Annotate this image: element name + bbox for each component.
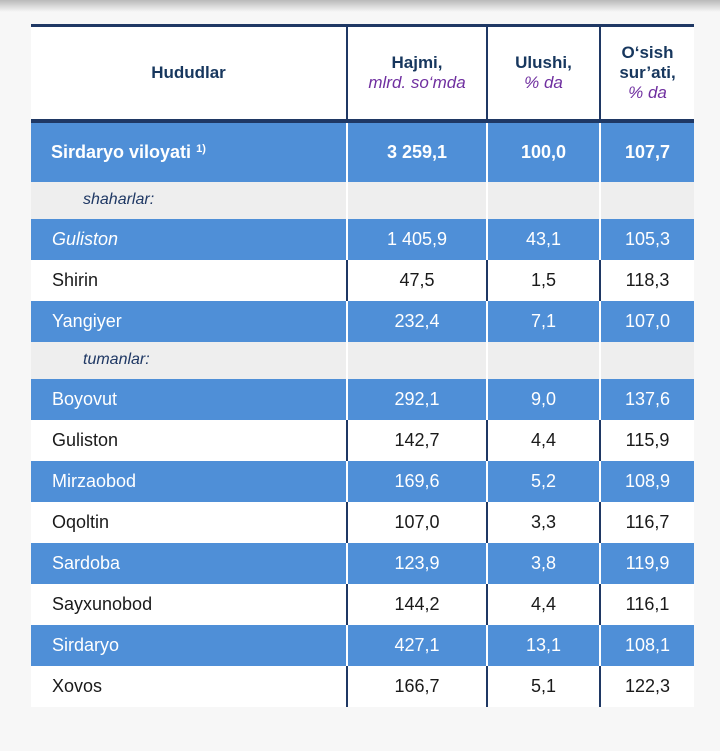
growth-cell: 137,6 xyxy=(599,378,694,420)
share-cell: 4,4 xyxy=(486,583,600,625)
table-row: Guliston 142,7 4,4 115,9 xyxy=(31,419,694,461)
region-name: Shirin xyxy=(31,259,347,301)
top-shadow xyxy=(0,0,720,12)
header-volume-unit: mlrd. so‘mda xyxy=(368,72,466,92)
header-growth: O‘sish sur’ati, % da xyxy=(599,24,694,123)
region-name: Yangiyer xyxy=(31,300,347,342)
volume-cell: 142,7 xyxy=(346,419,487,461)
volume-cell: 144,2 xyxy=(346,583,487,625)
growth-cell: 107,0 xyxy=(599,300,694,342)
table-row: Sardoba 123,9 3,8 119,9 xyxy=(31,542,694,584)
growth-cell: 119,9 xyxy=(599,542,694,584)
volume-cell: 107,0 xyxy=(346,501,487,543)
volume-cell: 169,6 xyxy=(346,460,487,502)
volume-cell: 123,9 xyxy=(346,542,487,584)
region-name: Sardoba xyxy=(31,542,347,584)
volume-cell: 166,7 xyxy=(346,665,487,707)
total-growth: 107,7 xyxy=(599,120,694,182)
region-name: Sayxunobod xyxy=(31,583,347,625)
footnote-marker: 1) xyxy=(196,142,206,155)
header-growth-unit: % da xyxy=(628,82,667,102)
table-row: Xovos 166,7 5,1 122,3 xyxy=(31,665,694,707)
region-name: Xovos xyxy=(31,665,347,707)
header-region: Hududlar xyxy=(31,24,347,123)
table-row: Oqoltin 107,0 3,3 116,7 xyxy=(31,501,694,543)
section-label: tumanlar: xyxy=(31,341,347,379)
table-row: Sayxunobod 144,2 4,4 116,1 xyxy=(31,583,694,625)
total-share: 100,0 xyxy=(486,120,600,182)
growth-cell: 118,3 xyxy=(599,259,694,301)
table-row: Shirin 47,5 1,5 118,3 xyxy=(31,259,694,301)
table-row: Yangiyer 232,4 7,1 107,0 xyxy=(31,300,694,342)
table-row: Sirdaryo 427,1 13,1 108,1 xyxy=(31,624,694,666)
share-cell: 5,1 xyxy=(486,665,600,707)
regional-statistics-table: Hududlar Hajmi, mlrd. so‘mda Ulushi, % d… xyxy=(31,24,694,707)
section-districts: tumanlar: xyxy=(31,341,694,379)
share-cell: 9,0 xyxy=(486,378,600,420)
header-share: Ulushi, % da xyxy=(486,24,600,123)
volume-cell: 1 405,9 xyxy=(346,218,487,260)
volume-cell: 232,4 xyxy=(346,300,487,342)
volume-cell: 427,1 xyxy=(346,624,487,666)
share-cell: 13,1 xyxy=(486,624,600,666)
share-cell: 4,4 xyxy=(486,419,600,461)
region-name: Sirdaryo xyxy=(31,624,347,666)
share-cell: 3,3 xyxy=(486,501,600,543)
share-cell: 1,5 xyxy=(486,259,600,301)
section-label: shaharlar: xyxy=(31,181,347,219)
region-name: Guliston xyxy=(31,419,347,461)
growth-cell: 116,7 xyxy=(599,501,694,543)
region-name: Guliston xyxy=(31,218,347,260)
share-cell: 5,2 xyxy=(486,460,600,502)
section-cities: shaharlar: xyxy=(31,181,694,219)
growth-cell: 108,1 xyxy=(599,624,694,666)
total-name: Sirdaryo viloyati 1) xyxy=(31,120,347,182)
header-share-unit: % da xyxy=(524,72,563,92)
growth-cell: 115,9 xyxy=(599,419,694,461)
volume-cell: 292,1 xyxy=(346,378,487,420)
header-volume: Hajmi, mlrd. so‘mda xyxy=(346,24,487,123)
region-name: Boyovut xyxy=(31,378,347,420)
growth-cell: 116,1 xyxy=(599,583,694,625)
growth-cell: 108,9 xyxy=(599,460,694,502)
header-row: Hududlar Hajmi, mlrd. so‘mda Ulushi, % d… xyxy=(31,24,694,123)
share-cell: 7,1 xyxy=(486,300,600,342)
volume-cell: 47,5 xyxy=(346,259,487,301)
total-row: Sirdaryo viloyati 1) 3 259,1 100,0 107,7 xyxy=(31,120,694,182)
table-row: Mirzaobod 169,6 5,2 108,9 xyxy=(31,460,694,502)
table-row: Guliston 1 405,9 43,1 105,3 xyxy=(31,218,694,260)
share-cell: 3,8 xyxy=(486,542,600,584)
growth-cell: 122,3 xyxy=(599,665,694,707)
region-name: Oqoltin xyxy=(31,501,347,543)
total-volume: 3 259,1 xyxy=(346,120,487,182)
growth-cell: 105,3 xyxy=(599,218,694,260)
region-name: Mirzaobod xyxy=(31,460,347,502)
share-cell: 43,1 xyxy=(486,218,600,260)
table-row: Boyovut 292,1 9,0 137,6 xyxy=(31,378,694,420)
